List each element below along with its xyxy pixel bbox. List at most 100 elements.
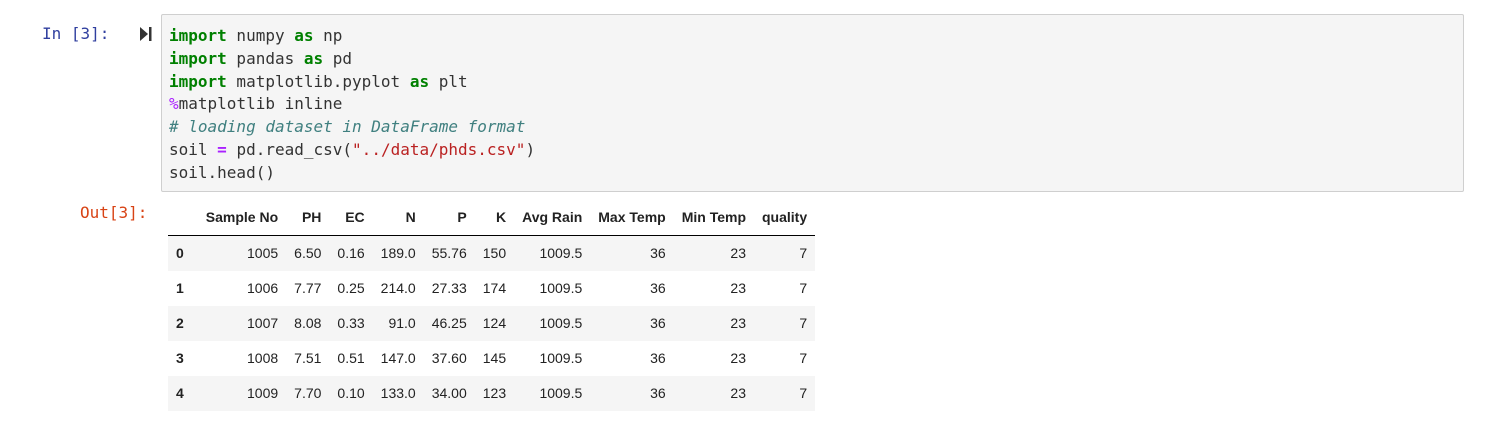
table-cell: 1005 (247, 245, 279, 262)
table-cell: 36 (650, 385, 666, 401)
row-index: 4 (176, 385, 184, 401)
code-token: pandas (226, 48, 304, 68)
column-header: Avg Rain (514, 199, 591, 236)
column-header: quality (754, 199, 816, 236)
row-index: 3 (176, 350, 184, 366)
table-cell: 7 (799, 350, 808, 366)
table-cell: 123 (482, 385, 507, 401)
table-cell: 6.50 (294, 245, 322, 262)
table-cell: 124 (482, 315, 507, 331)
code-line: import numpy as np (169, 25, 1463, 48)
table-cell: 1009.5 (539, 280, 583, 296)
table-cell: 1009.5 (539, 385, 583, 401)
code-token: matplotlib.pyplot (226, 71, 410, 91)
code-token: "../data/phds.csv" (352, 139, 526, 159)
table-cell: 214.0 (380, 280, 416, 296)
code-line: soil = pd.read_csv("../data/phds.csv") (169, 139, 1463, 162)
code-line: import matplotlib.pyplot as plt (169, 71, 1463, 94)
table-cell: 37.60 (431, 350, 467, 366)
table-cell: 7 (799, 315, 808, 331)
code-cell-editor[interactable]: import numpy as np import pandas as pd imp… (161, 14, 1464, 192)
code-token: = (217, 139, 227, 159)
code-line: %matplotlib inline (169, 93, 1463, 116)
table-cell: 36 (650, 280, 666, 296)
table-cell: 23 (730, 245, 746, 262)
table-cell: 91.0 (388, 315, 416, 331)
column-header: PH (286, 199, 330, 236)
table-cell: 8.08 (294, 315, 322, 331)
row-index: 1 (176, 280, 184, 296)
table-cell: 174 (482, 280, 507, 296)
table-cell: 23 (730, 315, 746, 331)
table-cell: 189.0 (380, 245, 416, 262)
run-cell-icon[interactable] (139, 25, 153, 43)
column-header: N (372, 199, 424, 236)
table-cell: 0.10 (337, 385, 365, 401)
table-cell: 0.16 (337, 245, 365, 262)
table-body: 0 1005 6.50 0.16 189.0 55.76 150 1009.5 36 23 7 1 10… (168, 235, 816, 411)
table-cell: 7.77 (294, 280, 322, 296)
table-cell: 1009.5 (539, 315, 583, 331)
table-cell: 46.25 (431, 315, 467, 331)
code-token: import (169, 48, 227, 68)
code-token: import (169, 26, 227, 45)
code-token: as (294, 26, 314, 45)
table-cell: 27.33 (431, 280, 467, 296)
table-cell: 23 (730, 350, 746, 366)
code-token: pd.read_csv( (226, 139, 353, 159)
table-cell: 34.00 (431, 385, 467, 401)
table-cell: 145 (482, 350, 507, 366)
table-cell: 150 (482, 245, 507, 262)
column-header: Max Temp (590, 199, 674, 236)
table-cell: 133.0 (380, 385, 416, 401)
column-header: Sample No (197, 199, 287, 236)
column-header: K (474, 199, 515, 236)
table-cell: 0.33 (337, 315, 365, 331)
table-cell: 1007 (247, 315, 279, 331)
table-cell: 36 (650, 350, 666, 366)
code-token: as (303, 48, 324, 68)
row-index: 2 (176, 315, 184, 331)
table-cell: 36 (650, 245, 666, 262)
code-token: matplotlib inline (178, 94, 343, 114)
code-line: # loading dataset in DataFrame format (169, 116, 1463, 139)
index-header (168, 199, 198, 236)
table-cell: 7 (799, 385, 808, 401)
table-cell: 147.0 (380, 350, 416, 366)
table-cell: 7 (799, 280, 808, 296)
output-area: Sample No PH EC N P K Avg Rain Max Temp Min Temp… (168, 199, 816, 411)
code-token: plt (429, 71, 468, 91)
dataframe-table: Sample No PH EC N P K Avg Rain Max Temp Min Temp… (168, 199, 816, 411)
table-cell: 1006 (247, 280, 279, 296)
table-cell: 1009 (247, 385, 279, 401)
table-cell: 23 (730, 280, 746, 296)
code-token: ) (525, 139, 536, 159)
table-cell: 7.70 (294, 385, 322, 401)
table-cell: 36 (650, 315, 666, 331)
output-prompt: Out[3]: (80, 203, 148, 222)
column-header: EC (329, 199, 373, 236)
input-prompt: In [3]: (42, 24, 110, 43)
table-row: 1 1006 7.77 0.25 214.0 27.33 174 1009.5 36 23 7 (168, 271, 815, 306)
code-token: % (169, 94, 179, 114)
table-header-row: Sample No PH EC N P K Avg Rain Max Temp Min Temp… (168, 199, 816, 236)
code-token: as (409, 71, 430, 91)
table-row: 3 1008 7.51 0.51 147.0 37.60 145 1009.5 36 23 7 (168, 341, 815, 376)
code-line: soil.head() (169, 162, 1463, 185)
row-index: 0 (176, 245, 184, 262)
code-line: import pandas as pd (169, 48, 1463, 71)
code-token: soil.head() (169, 162, 275, 182)
table-cell: 7 (799, 245, 808, 262)
code-token: pd (323, 48, 353, 68)
table-cell: 7.51 (294, 350, 322, 366)
table-cell: 23 (730, 385, 746, 401)
table-cell: 1008 (247, 350, 279, 366)
table-cell: 55.76 (431, 245, 467, 262)
table-cell: 0.25 (337, 280, 365, 296)
table-cell: 0.51 (337, 350, 365, 366)
table-row: 0 1005 6.50 0.16 189.0 55.76 150 1009.5 36 23 7 (168, 235, 816, 271)
table-row: 4 1009 7.70 0.10 133.0 34.00 123 1009.5 36 23 7 (168, 375, 816, 411)
code-token: # loading dataset in DataFrame format (169, 117, 526, 137)
column-header: Min Temp (673, 199, 754, 236)
table-row: 2 1007 8.08 0.33 91.0 46.25 124 1009.5 36 23 7 (168, 305, 816, 341)
